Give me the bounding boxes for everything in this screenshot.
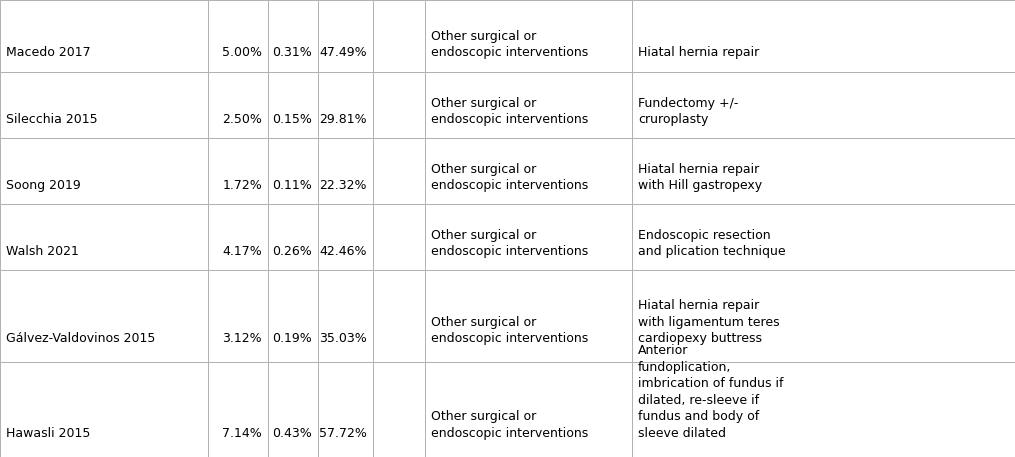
Text: Soong 2019: Soong 2019 — [6, 179, 81, 192]
Text: Other surgical or
endoscopic interventions: Other surgical or endoscopic interventio… — [431, 228, 589, 258]
Text: 2.50%: 2.50% — [222, 113, 262, 126]
Text: 0.31%: 0.31% — [272, 46, 312, 59]
Bar — [318, 72, 373, 138]
Text: 3.12%: 3.12% — [222, 332, 262, 345]
Text: 42.46%: 42.46% — [320, 245, 367, 258]
Text: Other surgical or
endoscopic interventions: Other surgical or endoscopic interventio… — [431, 30, 589, 59]
Bar — [373, 138, 425, 204]
Text: 35.03%: 35.03% — [320, 332, 367, 345]
Bar — [425, 362, 632, 457]
Text: Other surgical or
endoscopic interventions: Other surgical or endoscopic interventio… — [431, 316, 589, 345]
Bar — [268, 362, 318, 457]
Text: 1.72%: 1.72% — [222, 179, 262, 192]
Text: Hiatal hernia repair
with Hill gastropexy: Hiatal hernia repair with Hill gastropex… — [638, 163, 762, 192]
Text: Endoscopic resection
and plication technique: Endoscopic resection and plication techn… — [638, 228, 786, 258]
Bar — [632, 362, 1015, 457]
Bar — [425, 270, 632, 362]
Text: Macedo 2017: Macedo 2017 — [6, 46, 90, 59]
Text: 0.19%: 0.19% — [272, 332, 312, 345]
Text: 22.32%: 22.32% — [320, 179, 367, 192]
Bar — [425, 138, 632, 204]
Bar — [268, 0, 318, 72]
Bar — [373, 204, 425, 270]
Bar — [425, 72, 632, 138]
Bar — [632, 270, 1015, 362]
Bar — [0, 138, 208, 204]
Bar — [208, 138, 268, 204]
Text: Other surgical or
endoscopic interventions: Other surgical or endoscopic interventio… — [431, 96, 589, 126]
Text: 4.17%: 4.17% — [222, 245, 262, 258]
Text: Hawasli 2015: Hawasli 2015 — [6, 427, 90, 440]
Text: 0.43%: 0.43% — [272, 427, 312, 440]
Bar — [373, 72, 425, 138]
Text: 57.72%: 57.72% — [319, 427, 367, 440]
Bar — [425, 204, 632, 270]
Bar — [208, 0, 268, 72]
Bar — [0, 270, 208, 362]
Text: Hiatal hernia repair
with ligamentum teres
cardiopexy buttress: Hiatal hernia repair with ligamentum ter… — [638, 299, 780, 345]
Bar — [632, 0, 1015, 72]
Text: 29.81%: 29.81% — [320, 113, 367, 126]
Bar — [268, 72, 318, 138]
Bar — [208, 362, 268, 457]
Bar — [0, 0, 208, 72]
Bar — [208, 204, 268, 270]
Bar — [373, 270, 425, 362]
Text: 0.15%: 0.15% — [272, 113, 312, 126]
Bar — [0, 204, 208, 270]
Text: Other surgical or
endoscopic interventions: Other surgical or endoscopic interventio… — [431, 410, 589, 440]
Text: Walsh 2021: Walsh 2021 — [6, 245, 79, 258]
Bar — [373, 0, 425, 72]
Bar — [318, 362, 373, 457]
Bar — [632, 138, 1015, 204]
Text: 0.11%: 0.11% — [272, 179, 312, 192]
Bar — [318, 270, 373, 362]
Text: Anterior
fundoplication,
imbrication of fundus if
dilated, re-sleeve if
fundus a: Anterior fundoplication, imbrication of … — [638, 345, 784, 440]
Text: Hiatal hernia repair: Hiatal hernia repair — [638, 46, 759, 59]
Bar — [208, 270, 268, 362]
Bar — [0, 72, 208, 138]
Bar — [318, 0, 373, 72]
Bar — [0, 362, 208, 457]
Bar — [632, 204, 1015, 270]
Bar — [318, 138, 373, 204]
Text: 7.14%: 7.14% — [222, 427, 262, 440]
Bar — [632, 72, 1015, 138]
Text: 5.00%: 5.00% — [222, 46, 262, 59]
Text: 0.26%: 0.26% — [272, 245, 312, 258]
Text: Silecchia 2015: Silecchia 2015 — [6, 113, 97, 126]
Bar — [318, 204, 373, 270]
Bar — [208, 72, 268, 138]
Text: 47.49%: 47.49% — [320, 46, 367, 59]
Text: Fundectomy +/-
cruroplasty: Fundectomy +/- cruroplasty — [638, 96, 738, 126]
Text: Other surgical or
endoscopic interventions: Other surgical or endoscopic interventio… — [431, 163, 589, 192]
Bar — [373, 362, 425, 457]
Bar — [268, 138, 318, 204]
Text: Gálvez-Valdovinos 2015: Gálvez-Valdovinos 2015 — [6, 332, 155, 345]
Bar — [268, 204, 318, 270]
Bar — [425, 0, 632, 72]
Bar — [268, 270, 318, 362]
